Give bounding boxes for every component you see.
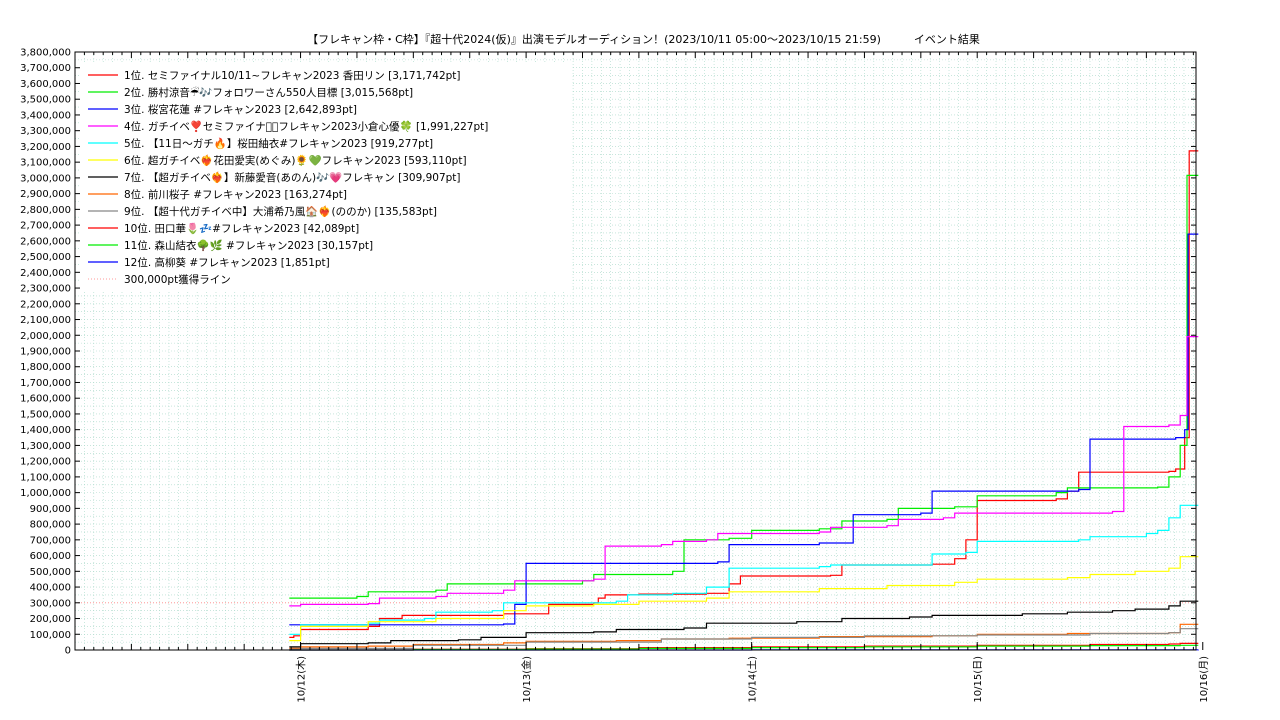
- legend-label: 4位. ガチイベ❣️セミファイナル🏻フレキャン2023小倉心優🍀 [1,991,…: [124, 120, 488, 133]
- chart-title-text: 【フレキャン枠・C枠】『超十代2024(仮)』出演モデルオーディション！(202…: [307, 33, 881, 46]
- legend-label: 1位. セミファイナル10/11~フレキャン2023 香田リン [3,171,7…: [124, 69, 461, 82]
- legend-label: 12位. 高柳葵 #フレキャン2023 [1,851pt]: [124, 256, 330, 269]
- y-tick-label: 1,800,000: [20, 362, 71, 373]
- legend-label: 6位. 超ガチイベ❤️‍🔥花田愛実(めぐみ)🌻💚フレキャン2023 [593,1…: [124, 154, 467, 167]
- x-tick-label: 10/16(月): [1198, 656, 1210, 703]
- y-tick-label: 1,100,000: [20, 472, 71, 483]
- series-line-7: [289, 600, 1199, 648]
- legend-box: [80, 62, 572, 292]
- y-tick-label: 300,000: [30, 598, 71, 609]
- plot-frame: [74, 51, 1197, 651]
- x-tick-label: 10/13(金): [520, 656, 533, 703]
- y-tick-label: 3,500,000: [20, 95, 71, 106]
- y-tick-label: 0: [65, 646, 71, 657]
- legend-layer: 1位. セミファイナル10/11~フレキャン2023 香田リン [3,171,7…: [80, 62, 572, 292]
- legend-label: 10位. 田口華🌷💤#フレキャン2023 [42,089pt]: [124, 222, 359, 235]
- series-line-4: [289, 336, 1199, 607]
- y-tick-label: 2,600,000: [20, 236, 71, 247]
- y-tick-label: 3,200,000: [20, 142, 71, 153]
- legend-label: 11位. 森山結衣🌳🌿 #フレキャン2023 [30,157pt]: [124, 239, 373, 252]
- legend-label: 5位. 【11日〜ガチ🔥】桜田紬衣#フレキャン2023 [919,277pt]: [124, 137, 433, 150]
- y-tick-label: 2,500,000: [20, 252, 71, 263]
- legend-label: 8位. 前川桜子 #フレキャン2023 [163,274pt]: [124, 188, 347, 201]
- y-tick-label: 3,000,000: [20, 173, 71, 184]
- y-tick-label: 2,000,000: [20, 331, 71, 342]
- y-tick-label: 3,600,000: [20, 79, 71, 90]
- y-tick-label: 1,600,000: [20, 394, 71, 405]
- series-line-3: [289, 233, 1199, 626]
- y-tick-label: 2,400,000: [20, 268, 71, 279]
- y-tick-label: 2,200,000: [20, 299, 71, 310]
- y-tick-label: 1,900,000: [20, 347, 71, 358]
- y-tick-label: 600,000: [30, 551, 71, 562]
- chart-title: 【フレキャン枠・C枠】『超十代2024(仮)』出演モデルオーディション！(202…: [0, 18, 1280, 47]
- y-tick-label: 1,200,000: [20, 457, 71, 468]
- series-line-6: [289, 556, 1199, 642]
- y-tick-label: 200,000: [30, 614, 71, 625]
- y-tick-label: 3,800,000: [20, 48, 71, 59]
- y-tick-label: 1,400,000: [20, 425, 71, 436]
- y-tick-label: 3,400,000: [20, 110, 71, 121]
- y-tick-label: 900,000: [30, 504, 71, 515]
- y-tick-label: 2,700,000: [20, 221, 71, 232]
- legend-label: 2位. 勝村涼音☔🎶フォロワーさん550人目標 [3,015,568pt]: [124, 86, 413, 99]
- y-tick-label: 2,800,000: [20, 205, 71, 216]
- y-tick-label: 2,300,000: [20, 284, 71, 295]
- legend-label: 7位. 【超ガチイベ❤️‍🔥】新藤愛音(あのん)🎶💗フレキャン [309,907…: [124, 171, 461, 184]
- y-tick-label: 3,700,000: [20, 63, 71, 74]
- x-tick-label: 10/15(日): [973, 656, 984, 703]
- legend-label-reference: 300,000pt獲得ライン: [124, 273, 231, 286]
- y-tick-label: 3,100,000: [20, 158, 71, 169]
- x-tick-label: 10/14(土): [746, 656, 759, 703]
- x-tick-label: 10/12(木): [296, 656, 308, 703]
- legend-label: 9位. 【超十代ガチイベ中】大浦希乃風🏠❤️‍🔥(ののか) [135,583pt…: [124, 205, 437, 218]
- y-tick-label: 2,900,000: [20, 189, 71, 200]
- series-line-5: [289, 504, 1199, 635]
- y-tick-label: 500,000: [30, 567, 71, 578]
- y-tick-label: 700,000: [30, 535, 71, 546]
- legend-label: 3位. 桜宮花蓮 #フレキャン2023 [2,642,893pt]: [124, 103, 357, 116]
- y-tick-label: 3,300,000: [20, 126, 71, 137]
- y-tick-label: 400,000: [30, 583, 71, 594]
- y-tick-label: 2,100,000: [20, 315, 71, 326]
- series-line-1: [289, 150, 1199, 638]
- y-tick-label: 1,000,000: [20, 488, 71, 499]
- y-tick-label: 1,500,000: [20, 409, 71, 420]
- axis-layer: 0 100,000 200,000 300,000 400,000 500,000 600,…: [20, 48, 1210, 703]
- y-tick-label: 100,000: [30, 630, 71, 641]
- chart-subtitle: イベント結果: [913, 33, 980, 46]
- y-tick-label: 1,700,000: [20, 378, 71, 389]
- y-tick-label: 800,000: [30, 520, 71, 531]
- y-tick-label: 1,300,000: [20, 441, 71, 452]
